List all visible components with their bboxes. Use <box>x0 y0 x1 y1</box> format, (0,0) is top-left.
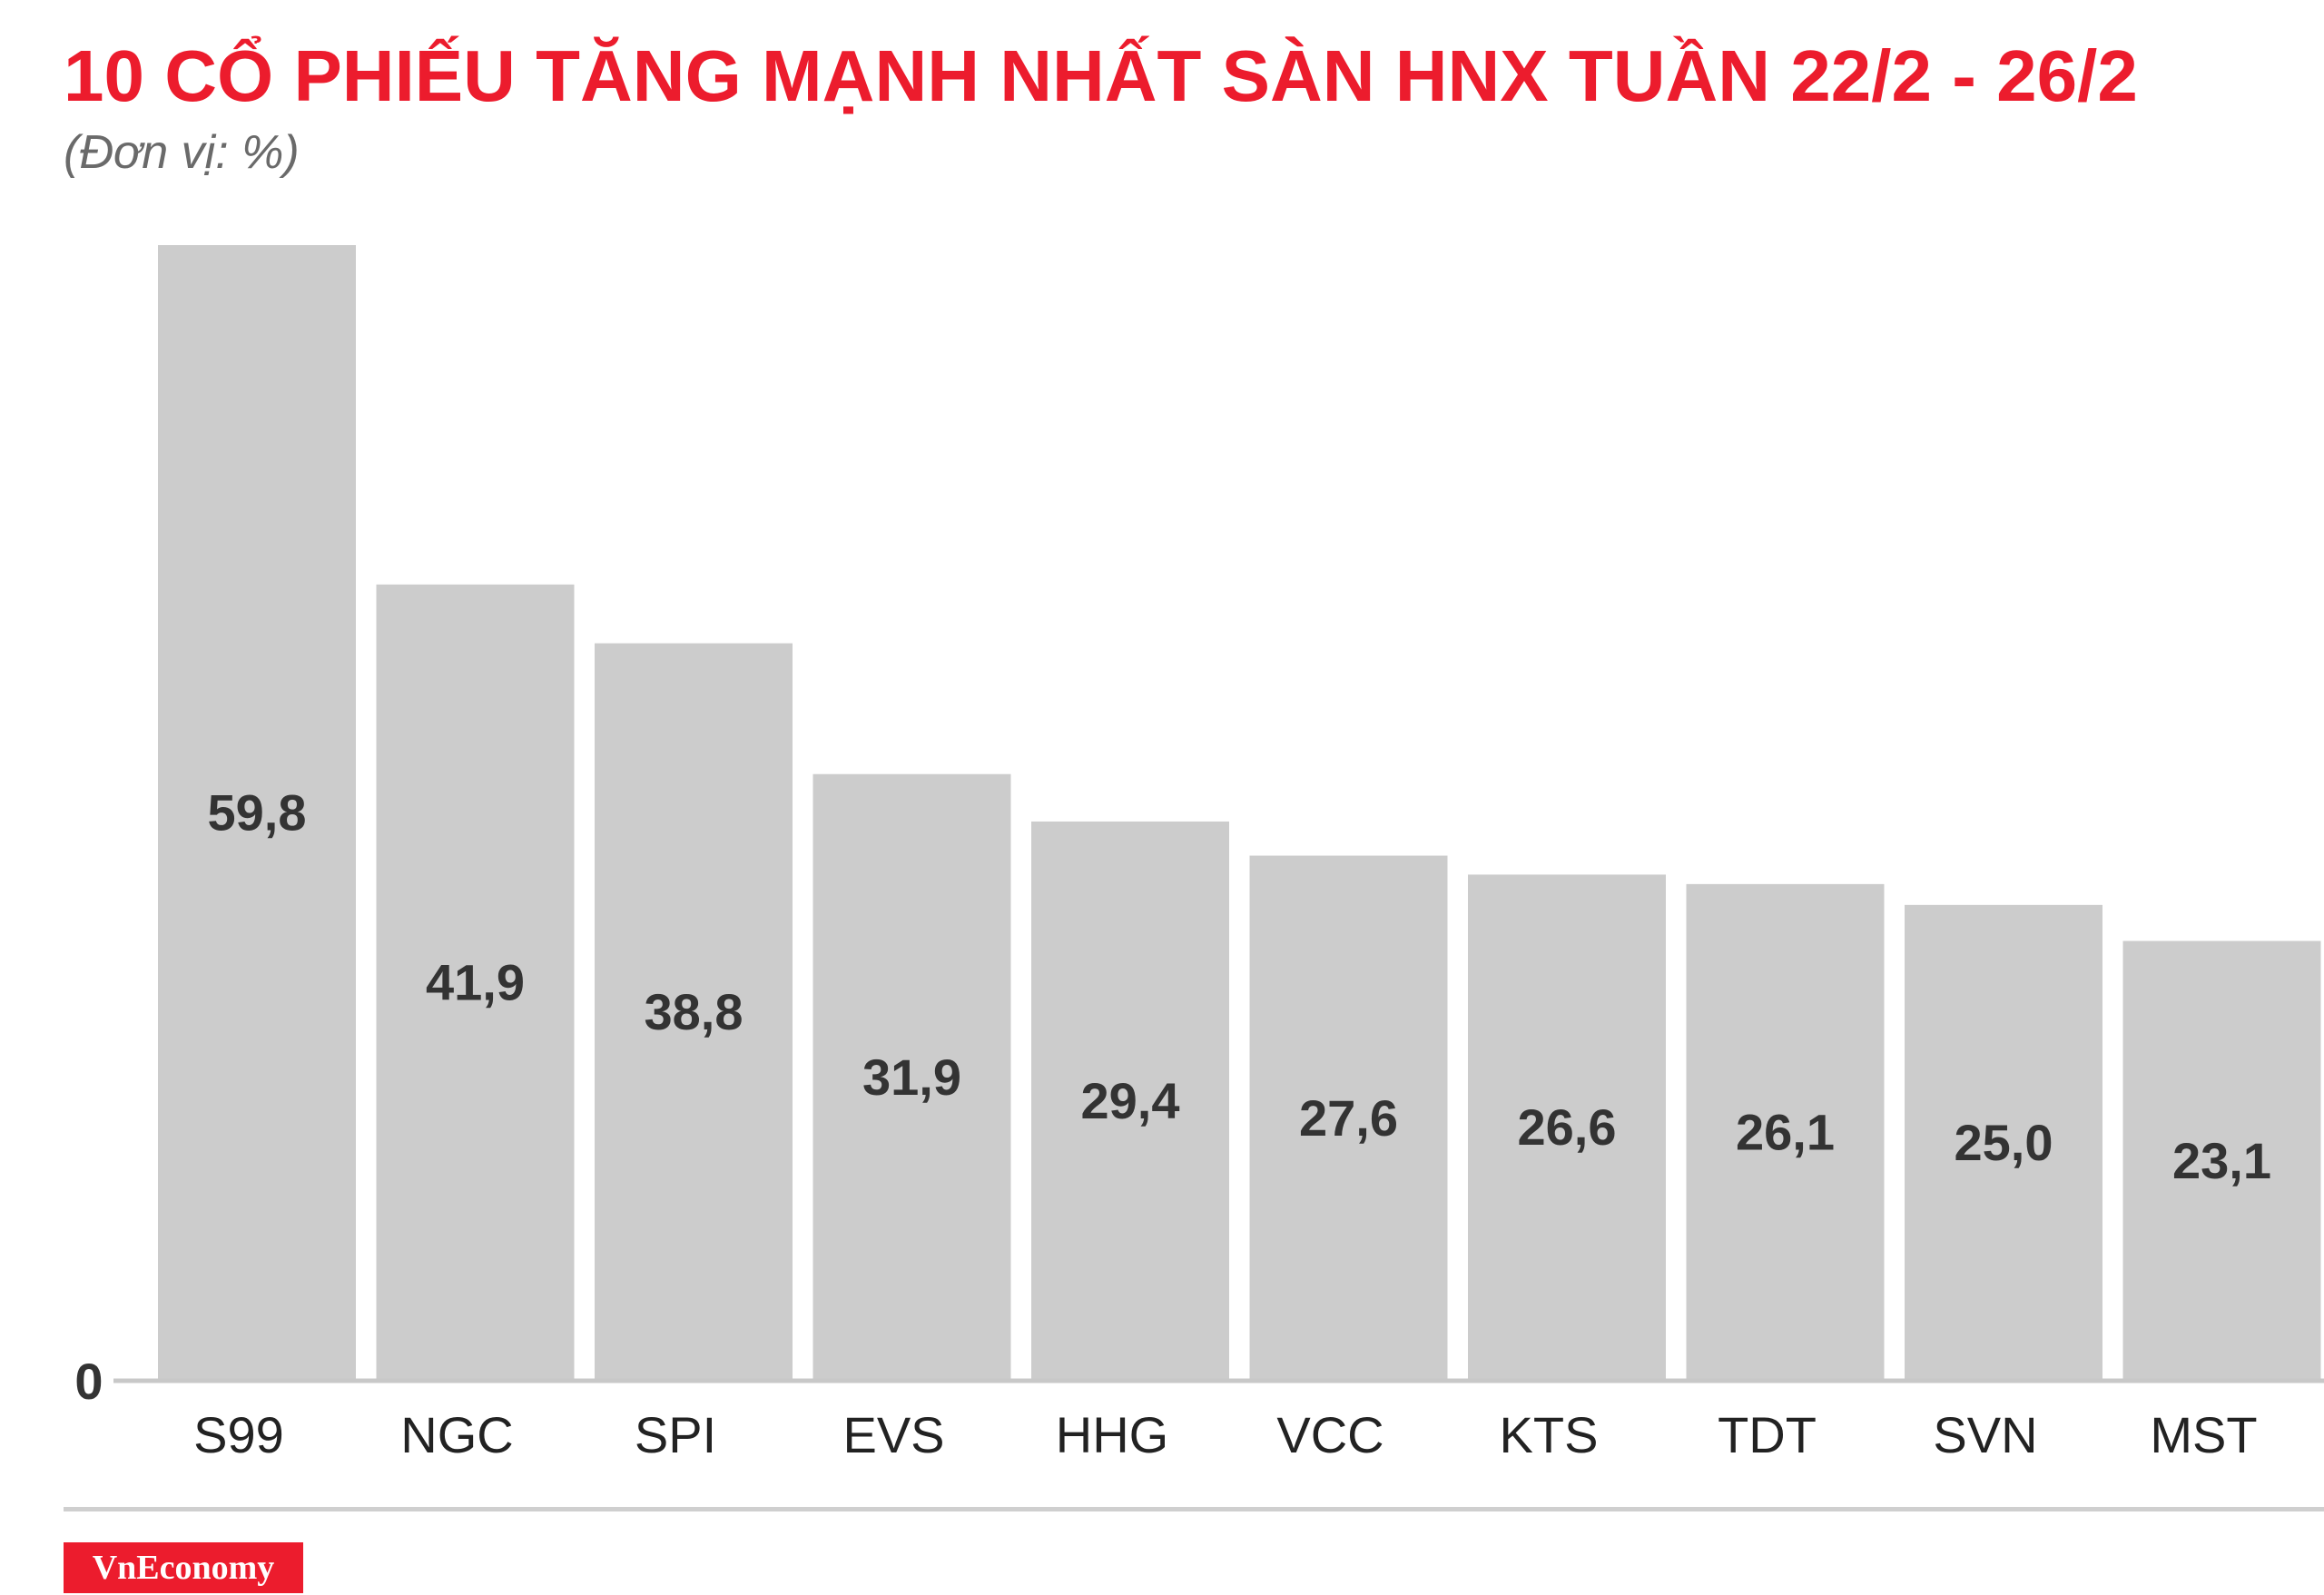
bar-value-label: 29,4 <box>1081 1072 1180 1129</box>
bar-kts <box>1468 874 1666 1379</box>
bar-value-label: 41,9 <box>426 953 525 1010</box>
bar-mst <box>2122 940 2321 1379</box>
bar-svn <box>1905 904 2102 1379</box>
bar-value-label: 26,1 <box>1736 1103 1835 1160</box>
x-tick-label: VCC <box>1276 1406 1384 1463</box>
bar-chart: 59,8 S99 41,9 NGC 38,8 SPI 31,9 EVS 29,4 HHG 27,6 V… <box>74 245 2324 1464</box>
labels-layer: 59,8 S99 41,9 NGC 38,8 SPI 31,9 EVS 29,4 HHG 27,6 V… <box>74 784 2271 1464</box>
y-tick-label: 0 <box>74 1353 103 1410</box>
bar-value-label: 27,6 <box>1299 1089 1398 1147</box>
x-tick-label: KTS <box>1500 1406 1599 1463</box>
x-tick-label: S99 <box>193 1406 284 1463</box>
bar-spi <box>595 643 793 1379</box>
x-tick-label: MST <box>2150 1406 2257 1463</box>
x-tick-label: NGC <box>400 1406 513 1463</box>
bar-evs <box>812 773 1011 1379</box>
footer-divider <box>64 1507 2324 1511</box>
chart-unit-subtitle: (Đơn vị: %) <box>64 126 300 179</box>
brand-logo: VnEconomy <box>64 1542 303 1593</box>
x-tick-label: SPI <box>635 1406 716 1463</box>
bar-ngc <box>376 584 575 1379</box>
bar-value-label: 31,9 <box>862 1049 961 1106</box>
bar-hhg <box>1031 821 1229 1379</box>
bar-tdt <box>1686 883 1885 1379</box>
x-tick-label: EVS <box>842 1406 944 1463</box>
bar-value-label: 23,1 <box>2172 1132 2271 1189</box>
chart-title: 10 CỔ PHIẾU TĂNG MẠNH NHẤT SÀN HNX TUẦN … <box>64 35 2138 116</box>
bars-layer <box>158 245 2321 1379</box>
x-tick-label: SVN <box>1933 1406 2037 1463</box>
x-tick-label: HHG <box>1056 1406 1168 1463</box>
bar-value-label: 38,8 <box>645 983 743 1040</box>
bar-value-label: 25,0 <box>1955 1114 2053 1171</box>
bar-s99 <box>158 245 356 1379</box>
bar-vcc <box>1249 855 1448 1379</box>
bar-value-label: 59,8 <box>208 784 307 842</box>
x-tick-label: TDT <box>1718 1406 1817 1463</box>
bar-value-label: 26,6 <box>1518 1098 1617 1156</box>
